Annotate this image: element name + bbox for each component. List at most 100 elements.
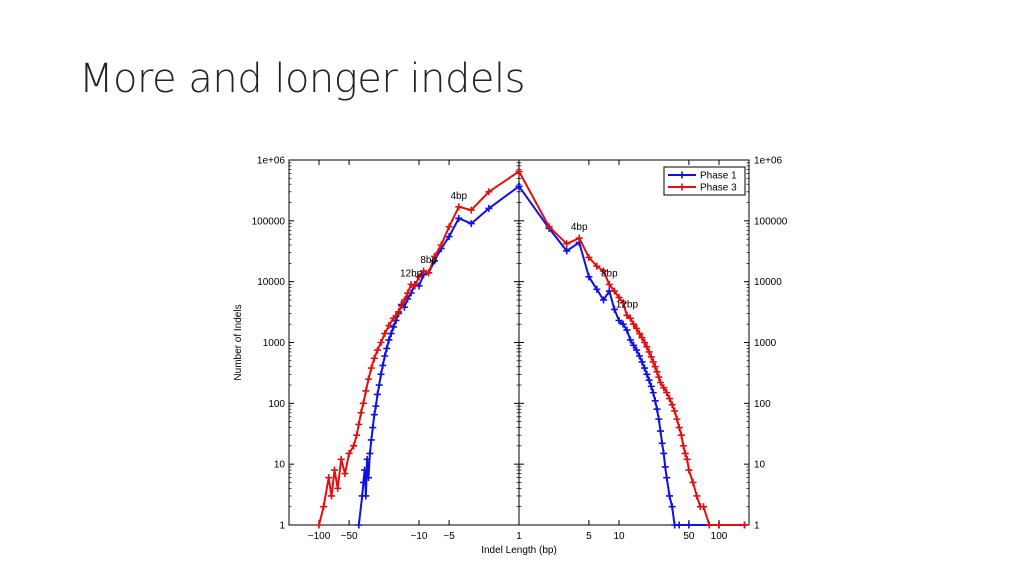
phase-1-insertion-point <box>666 492 674 500</box>
phase-3-deletion-point <box>327 492 335 500</box>
phase-3-insertion-point <box>633 324 641 332</box>
phase-3-insertion-point <box>683 455 691 463</box>
phase-1-deletion-point <box>355 521 363 529</box>
phase-3-insertion-line <box>518 170 745 526</box>
phase-3-insertion-point <box>741 521 749 529</box>
phase-3-deletion-point <box>485 188 493 196</box>
phase-1-insertion-point <box>649 389 657 397</box>
phase-1-insertion-point <box>661 463 669 471</box>
phase-3-insertion-point <box>679 442 687 450</box>
slide-title: More and longer indels <box>79 56 525 102</box>
x-tick-label: −10 <box>411 531 428 542</box>
phase-3-insertion-point <box>677 431 685 439</box>
phase-3-insertion-point <box>715 521 723 529</box>
legend-swatch-marker <box>678 183 686 191</box>
y-tick-label-right: 10000 <box>754 277 782 288</box>
legend-label: Phase 3 <box>700 183 737 194</box>
phase-1-deletion-point <box>372 402 380 410</box>
y-tick-label-right: 1000 <box>754 338 777 349</box>
phase-1-insertion-point <box>647 382 655 390</box>
phase-3-deletion-point <box>325 474 333 482</box>
phase-1-deletion-point <box>370 411 378 419</box>
phase-1-deletion-point <box>389 323 397 331</box>
phase-3-deletion-point <box>420 267 428 275</box>
phase-1-deletion-point <box>387 330 395 338</box>
phase-3-insertion-point <box>545 223 553 231</box>
phase-3-deletion-point <box>374 346 382 354</box>
phase-3-insertion-point <box>663 389 671 397</box>
phase-1-deletion-point <box>364 474 372 482</box>
y-tick-label-left: 1000 <box>263 338 286 349</box>
phase-3-insertion-point <box>645 348 653 356</box>
phase-3-deletion-point <box>370 354 378 362</box>
annotation-right-8bp: 8bp <box>601 268 618 279</box>
phase-3-deletion-point <box>367 364 375 372</box>
phase-3-deletion-point <box>362 387 370 395</box>
phase-3-insertion-point <box>668 401 676 409</box>
phase-1-insertion-point <box>660 449 668 457</box>
y-tick-label-left: 1 <box>279 521 285 532</box>
phase-3-insertion-point <box>605 280 613 288</box>
phase-3-deletion-point <box>357 409 365 417</box>
y-tick-label-left: 10 <box>274 460 286 471</box>
phase-3-insertion-point <box>630 320 638 328</box>
x-tick-label: 100 <box>711 531 728 542</box>
phase-3-deletion-line <box>318 170 520 526</box>
phase-3-insertion-point <box>626 314 634 322</box>
phase-1-insertion-point <box>593 285 601 293</box>
phase-1-insertion-point <box>663 474 671 482</box>
phase-3-deletion-point <box>377 339 385 346</box>
phase-1-deletion-point <box>467 220 475 228</box>
y-tick-label-right: 100000 <box>754 216 788 227</box>
phase-3-deletion-point <box>320 503 328 511</box>
y-tick-label-left: 10000 <box>257 277 285 288</box>
phase-3-insertion-point <box>563 240 571 248</box>
annotation-left-8bp: 8bp <box>420 255 437 266</box>
legend-label: Phase 1 <box>700 171 737 182</box>
phase-1-deletion-point <box>375 381 383 389</box>
phase-1-deletion-point <box>377 370 385 378</box>
phase-3-insertion-point <box>673 415 681 423</box>
phase-3-deletion-point <box>455 203 463 211</box>
phase-1-insertion-point <box>563 247 571 255</box>
legend-box <box>663 166 746 196</box>
phase-3-insertion-point <box>638 334 646 342</box>
phase-3-insertion-point <box>656 379 664 387</box>
phase-3-deletion-point <box>389 314 397 322</box>
phase-3-insertion-point <box>641 339 649 346</box>
phase-3-insertion-point <box>685 466 693 474</box>
phase-1-insertion-point <box>641 364 649 372</box>
phase-3-deletion-point <box>407 280 415 288</box>
phase-1-insertion-point <box>633 346 641 354</box>
phase-3-insertion-point <box>675 424 683 432</box>
phase-1-insertion-point <box>668 503 676 511</box>
phase-3-insertion-point <box>635 330 643 338</box>
phase-3-deletion-point <box>381 330 389 338</box>
phase-3-deletion-point <box>337 455 345 463</box>
phase-3-insertion-point <box>705 521 713 529</box>
x-tick-label: 5 <box>586 531 592 542</box>
phase-3-insertion-point <box>600 267 608 275</box>
phase-1-deletion-point <box>381 352 389 360</box>
phase-1-insertion-point <box>619 320 627 328</box>
phase-3-insertion-point <box>615 293 623 301</box>
phase-3-deletion-point <box>425 269 433 277</box>
phase-3-insertion-point <box>619 299 627 307</box>
phase-3-deletion-point <box>445 223 453 231</box>
phase-1-deletion-point <box>362 492 370 500</box>
phase-1-insertion-point <box>656 427 664 435</box>
annotation-right-12bp: 12bp <box>616 299 639 310</box>
phase-1-deletion-point <box>455 214 463 222</box>
y-tick-label-right: 1e+06 <box>754 156 783 167</box>
phase-3-insertion-point <box>660 384 668 392</box>
phase-3-deletion-point <box>385 322 393 330</box>
phase-1-deletion-point <box>379 361 387 369</box>
phase-1-deletion-point <box>445 233 453 241</box>
phase-1-insertion-point <box>658 439 666 447</box>
phase-1-insertion-point <box>651 397 659 405</box>
phase-3-insertion-point <box>653 368 661 376</box>
phase-3-deletion-point <box>364 375 372 383</box>
phase-3-deletion-point <box>397 302 405 310</box>
phase-3-insertion-point <box>593 262 601 270</box>
